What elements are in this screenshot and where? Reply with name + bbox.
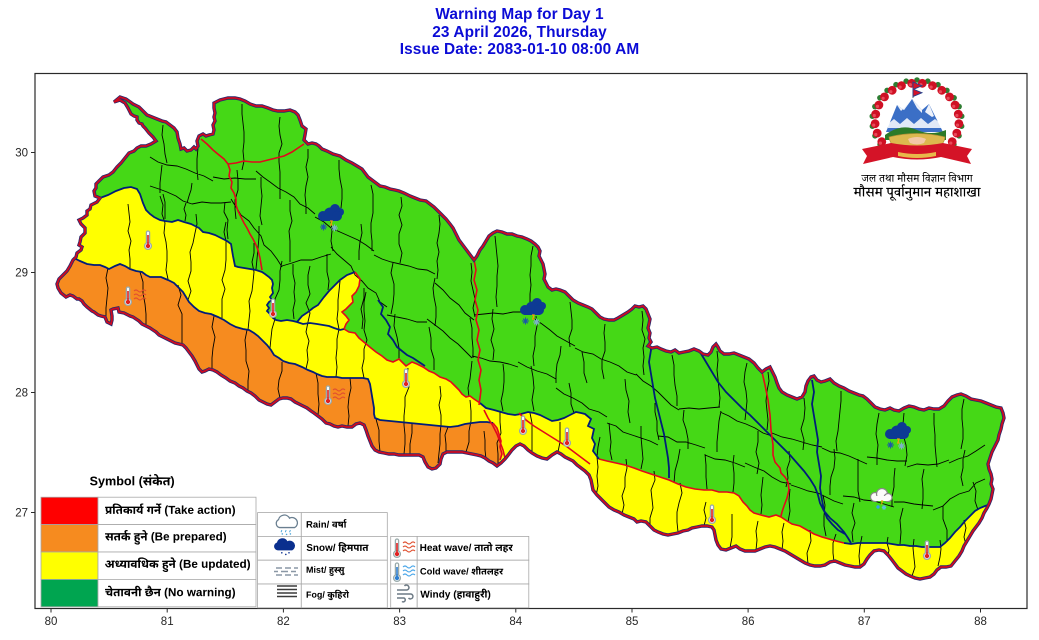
svg-text:29: 29 <box>15 268 28 280</box>
svg-text:86: 86 <box>742 616 755 628</box>
svg-text:85: 85 <box>626 616 639 628</box>
svg-text:81: 81 <box>161 616 174 628</box>
svg-text:27: 27 <box>15 508 28 520</box>
svg-text:87: 87 <box>858 616 871 628</box>
svg-text:80: 80 <box>45 616 58 628</box>
svg-text:84: 84 <box>509 616 522 628</box>
svg-text:88: 88 <box>974 616 987 628</box>
svg-text:82: 82 <box>277 616 290 628</box>
svg-text:28: 28 <box>15 388 28 400</box>
svg-text:30: 30 <box>15 148 28 160</box>
svg-text:83: 83 <box>393 616 406 628</box>
